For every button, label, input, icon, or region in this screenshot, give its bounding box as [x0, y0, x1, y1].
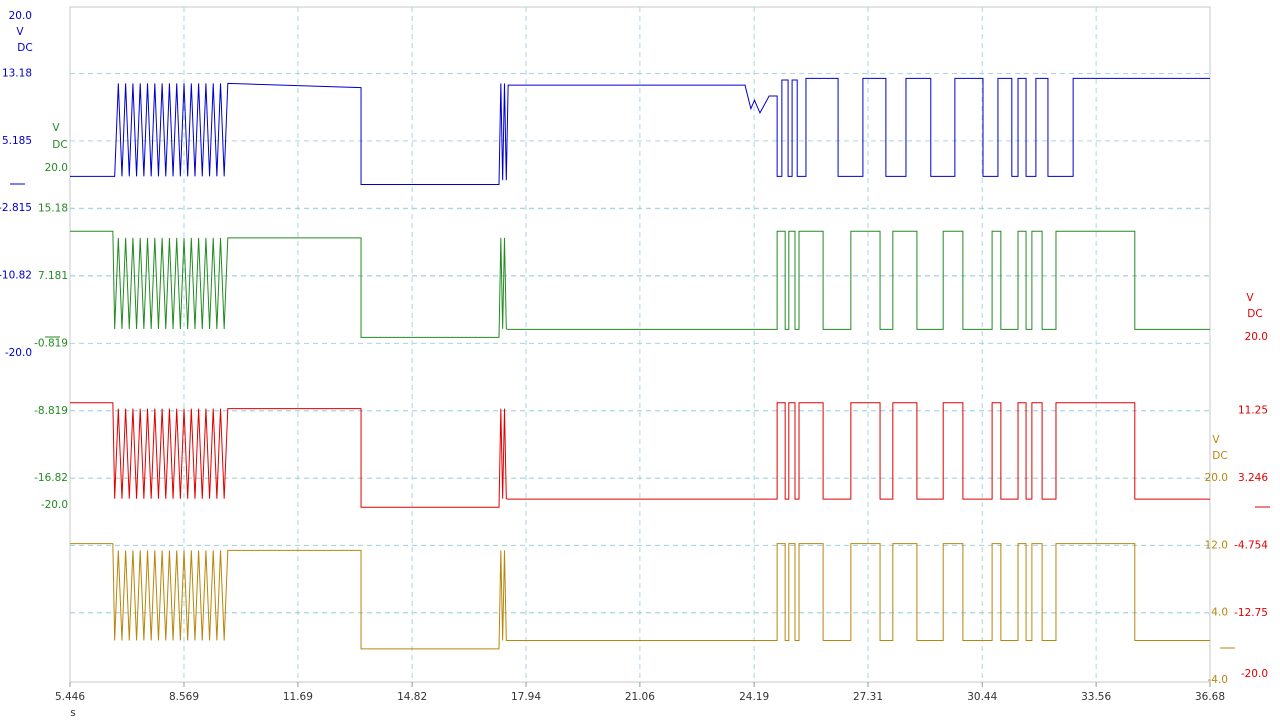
- y-unit-label: V: [16, 26, 24, 38]
- x-tick-label: 8.569: [169, 691, 199, 703]
- x-tick-label: 11.69: [283, 691, 313, 703]
- y-tick-label: -4.0: [1208, 674, 1229, 686]
- y-tick-label: 5.185: [2, 135, 32, 147]
- y-tick-label: -20.0: [41, 499, 68, 511]
- x-tick-label: 5.446: [55, 691, 85, 703]
- y-tick-label: 3.246: [1238, 472, 1268, 484]
- y-tick-label: -2.815: [0, 202, 32, 214]
- y-tick-label: -12.75: [1234, 607, 1268, 619]
- y-tick-label: 20.0: [1205, 472, 1228, 484]
- y-tick-label: 20.0: [1245, 331, 1268, 343]
- x-tick-label: 27.31: [853, 691, 883, 703]
- trace: [70, 230, 1210, 338]
- x-tick-label: 21.06: [625, 691, 655, 703]
- y-unit-label: DC: [1212, 450, 1227, 462]
- x-tick-label: 36.68: [1195, 691, 1225, 703]
- y-tick-label: 12.0: [1205, 539, 1228, 551]
- y-tick-label: 13.18: [2, 67, 32, 79]
- y-unit-label: V: [1246, 292, 1254, 304]
- y-tick-label: -20.0: [1241, 668, 1268, 680]
- x-tick-label: 14.82: [397, 691, 427, 703]
- x-axis-label: s: [70, 707, 75, 719]
- y-tick-label: 7.181: [38, 270, 68, 282]
- x-tick-label: 30.44: [967, 691, 997, 703]
- trace: [70, 77, 1210, 185]
- x-tick-label: 24.19: [739, 691, 769, 703]
- y-unit-label: V: [1212, 434, 1220, 446]
- y-tick-label: 15.18: [38, 203, 68, 215]
- x-tick-label: 17.94: [511, 691, 541, 703]
- y-tick-label: 20.0: [9, 10, 32, 22]
- y-unit-label: DC: [1247, 308, 1262, 320]
- y-unit-label: DC: [52, 139, 67, 151]
- y-unit-label: DC: [17, 42, 32, 54]
- y-tick-label: 20.0: [45, 162, 68, 174]
- trace: [70, 402, 1210, 508]
- x-tick-label: 33.56: [1081, 691, 1111, 703]
- y-tick-label: -16.82: [34, 472, 68, 484]
- y-tick-label: 4.0: [1211, 607, 1228, 619]
- y-tick-label: -20.0: [5, 347, 32, 359]
- y-tick-label: -10.82: [0, 270, 32, 282]
- y-tick-label: -8.819: [34, 405, 68, 417]
- y-unit-label: V: [52, 122, 60, 134]
- y-tick-label: 11.25: [1238, 405, 1268, 417]
- trace: [70, 543, 1210, 650]
- y-tick-label: -4.754: [1234, 540, 1268, 552]
- y-tick-label: -0.819: [34, 337, 68, 349]
